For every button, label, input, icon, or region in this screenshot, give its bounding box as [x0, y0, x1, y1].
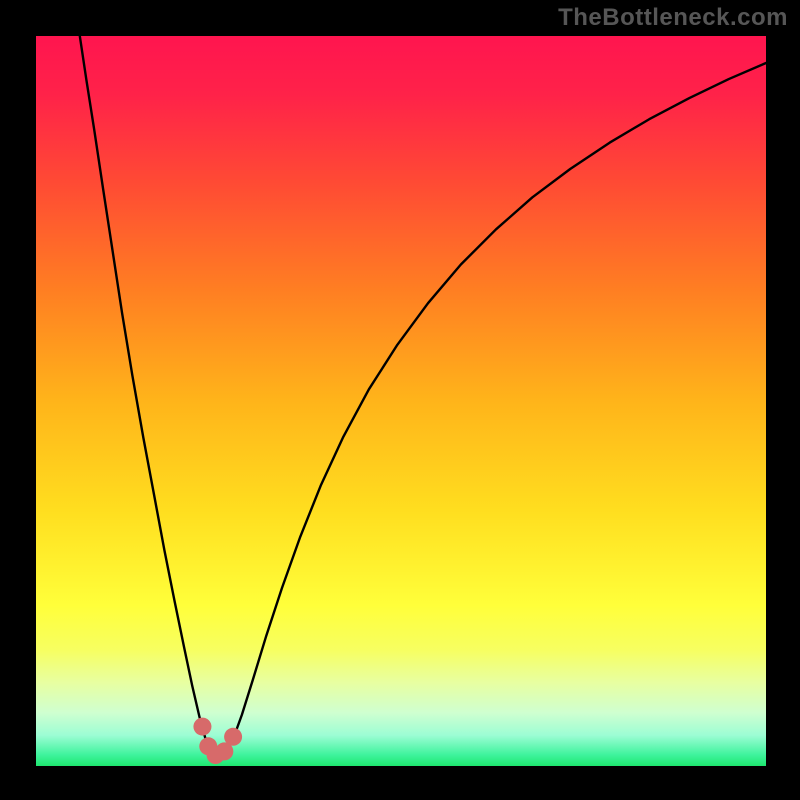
watermark-text: TheBottleneck.com — [558, 4, 788, 32]
chart-svg — [36, 36, 766, 766]
chart-area — [36, 36, 766, 766]
curve-bottom-marker — [224, 728, 242, 746]
gradient-background — [36, 36, 766, 766]
curve-bottom-marker — [193, 718, 211, 736]
